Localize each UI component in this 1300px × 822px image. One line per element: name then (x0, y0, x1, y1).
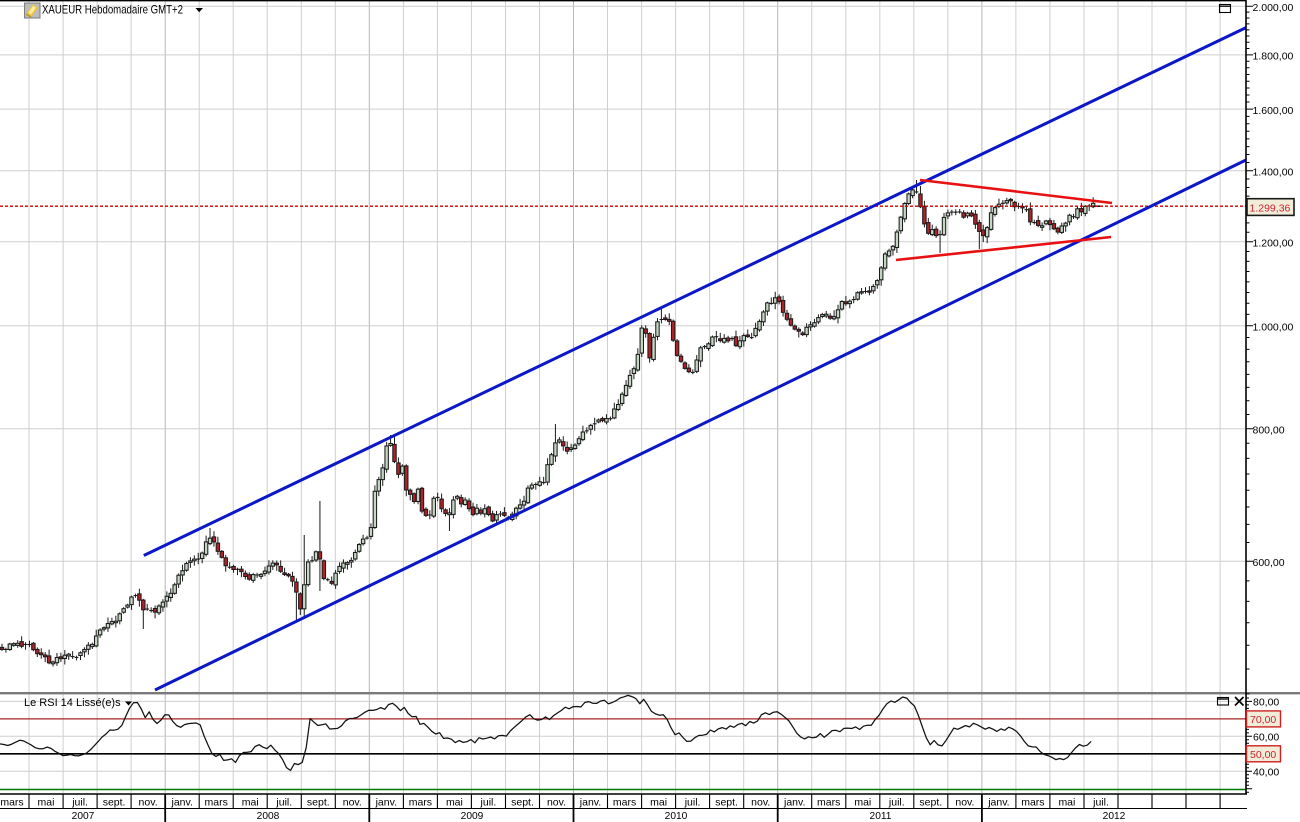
svg-text:800,00: 800,00 (1253, 425, 1285, 437)
svg-text:mai: mai (38, 797, 55, 809)
svg-text:600,00: 600,00 (1253, 557, 1285, 569)
svg-text:sept.: sept. (919, 797, 942, 809)
svg-text:sept.: sept. (511, 797, 534, 809)
svg-text:2008: 2008 (257, 811, 280, 822)
svg-text:2011: 2011 (870, 811, 892, 822)
svg-text:mars: mars (1021, 797, 1044, 809)
svg-text:janv.: janv. (579, 797, 601, 809)
svg-text:nov.: nov. (751, 797, 770, 809)
svg-text:mars: mars (613, 797, 636, 809)
svg-text:1.600,00: 1.600,00 (1253, 105, 1294, 117)
svg-text:nov.: nov. (955, 797, 974, 809)
svg-text:mars: mars (205, 797, 228, 809)
svg-text:janv.: janv. (783, 797, 805, 809)
svg-text:1.299,36: 1.299,36 (1250, 203, 1291, 215)
svg-text:mars: mars (409, 797, 432, 809)
svg-text:nov.: nov. (343, 797, 362, 809)
svg-text:2012: 2012 (1103, 811, 1126, 822)
svg-text:mai: mai (242, 797, 259, 809)
svg-text:2009: 2009 (461, 811, 484, 822)
svg-text:60,00: 60,00 (1253, 732, 1279, 744)
svg-text:1.200,00: 1.200,00 (1253, 238, 1294, 250)
svg-text:mai: mai (446, 797, 463, 809)
svg-text:sept.: sept. (715, 797, 738, 809)
svg-text:70,00: 70,00 (1250, 714, 1276, 726)
svg-text:50,00: 50,00 (1250, 749, 1276, 761)
svg-text:janv.: janv. (987, 797, 1009, 809)
svg-text:2.000,00: 2.000,00 (1253, 2, 1294, 14)
svg-text:mars: mars (0, 797, 23, 809)
svg-text:juil.: juil. (1092, 797, 1109, 809)
svg-text:mai: mai (854, 797, 871, 809)
svg-text:sept.: sept. (307, 797, 330, 809)
svg-text:juil.: juil. (275, 797, 292, 809)
svg-text:juil.: juil. (71, 797, 88, 809)
svg-text:mai: mai (1058, 797, 1075, 809)
svg-text:2007: 2007 (72, 811, 95, 822)
svg-text:Le RSI 14 Lissé(e)s: Le RSI 14 Lissé(e)s (24, 697, 121, 709)
svg-text:juil.: juil. (684, 797, 701, 809)
svg-text:XAUEUR Hebdomadaire GMT+2: XAUEUR Hebdomadaire GMT+2 (42, 3, 183, 17)
svg-text:2010: 2010 (665, 811, 688, 822)
svg-text:juil.: juil. (480, 797, 497, 809)
svg-text:janv.: janv. (375, 797, 397, 809)
svg-text:mars: mars (817, 797, 840, 809)
svg-text:1.800,00: 1.800,00 (1253, 51, 1294, 63)
svg-text:40,00: 40,00 (1253, 767, 1279, 779)
svg-text:mai: mai (650, 797, 667, 809)
svg-text:nov.: nov. (547, 797, 566, 809)
svg-text:juil.: juil. (888, 797, 905, 809)
svg-text:janv.: janv. (170, 797, 192, 809)
svg-text:80,00: 80,00 (1253, 697, 1279, 709)
svg-text:1.000,00: 1.000,00 (1253, 322, 1294, 334)
svg-text:sept.: sept. (103, 797, 126, 809)
svg-text:nov.: nov. (139, 797, 158, 809)
svg-text:1.400,00: 1.400,00 (1253, 167, 1294, 179)
